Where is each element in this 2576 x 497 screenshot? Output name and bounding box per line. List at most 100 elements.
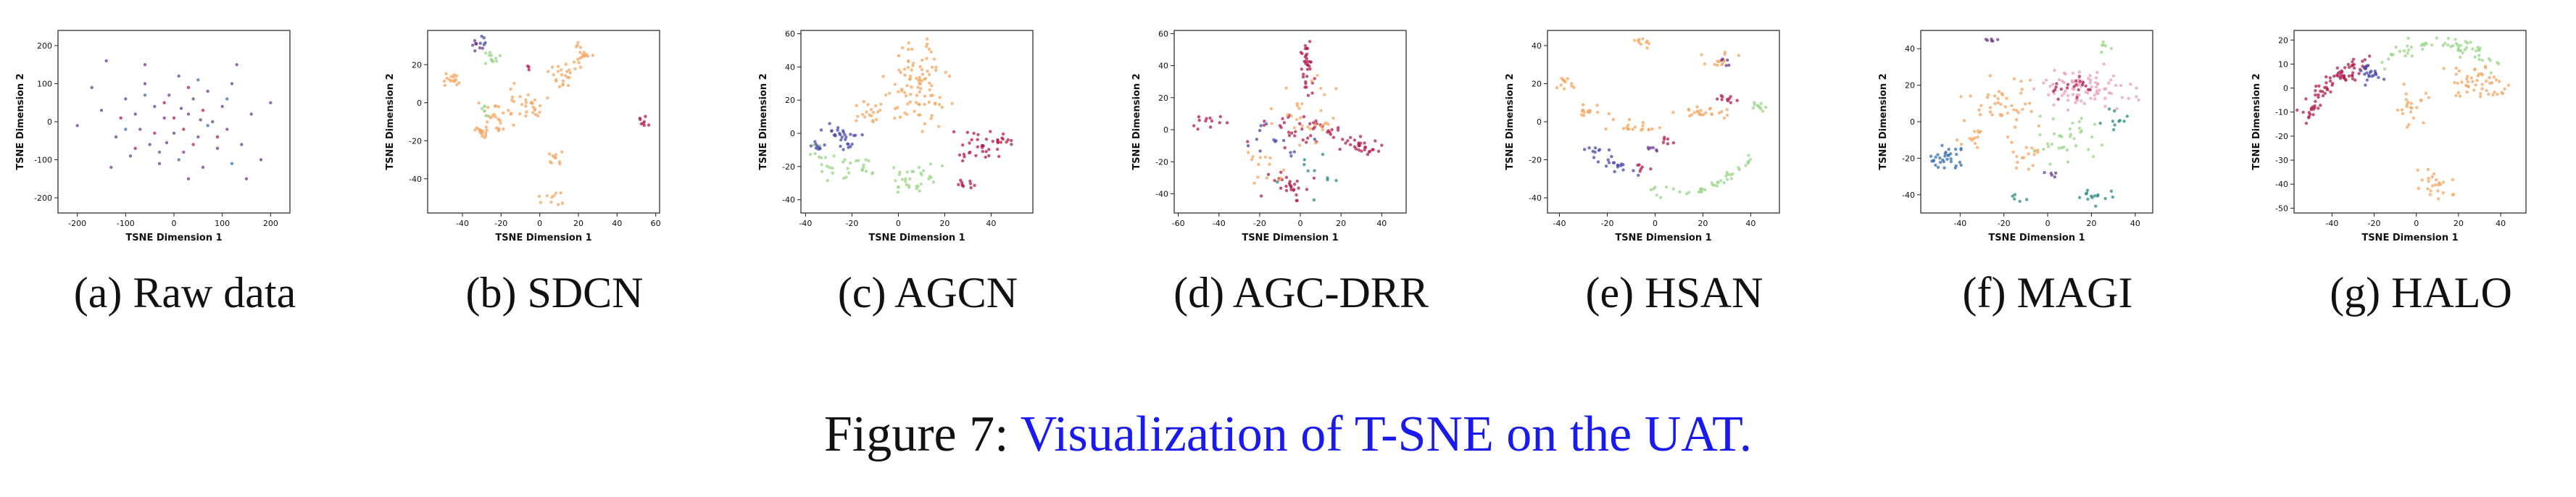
data-point: [475, 42, 478, 46]
data-point: [984, 138, 989, 141]
subfigure-caption: (f) MAGI: [1962, 269, 2133, 317]
data-point: [2113, 123, 2116, 127]
data-point: [2010, 104, 2014, 107]
data-point: [2409, 110, 2413, 114]
y-tick-label: 20: [1532, 80, 1542, 89]
data-point: [1710, 112, 1713, 116]
data-point: [2364, 83, 2367, 87]
data-point: [934, 68, 938, 72]
data-point: [1246, 140, 1250, 143]
data-point: [1993, 101, 1997, 106]
data-point: [1938, 156, 1942, 160]
tsne-scatter-plot: -40 -20 0 20 40 -50 -40 -30 -20 -10 0 10 20 TSNE Dime…: [2251, 30, 2527, 243]
data-point: [1279, 170, 1283, 174]
data-point: [1596, 110, 1600, 114]
data-point: [2066, 99, 2070, 102]
data-point: [1640, 165, 1644, 169]
data-point: [1367, 150, 1371, 154]
data-point: [1729, 101, 1732, 104]
data-point: [1329, 133, 1332, 136]
data-point: [1272, 138, 1276, 142]
x-tick-label: -20: [1998, 219, 2011, 228]
data-point: [1721, 95, 1724, 99]
data-point: [2441, 180, 2446, 184]
data-point: [1748, 158, 1753, 162]
data-point: [1652, 187, 1655, 191]
data-point: [1225, 121, 1229, 125]
data-point: [2098, 88, 2101, 92]
data-point: [2493, 91, 2496, 94]
data-point: [1293, 134, 1297, 138]
data-point: [244, 177, 249, 180]
data-point: [2487, 92, 2490, 96]
data-point: [568, 68, 571, 72]
data-point: [1936, 165, 1940, 170]
data-point: [893, 83, 897, 86]
data-point: [2407, 122, 2411, 127]
data-point: [908, 78, 912, 81]
data-point: [1664, 185, 1669, 189]
data-point: [1587, 146, 1591, 150]
data-point: [1330, 128, 1334, 132]
data-point: [90, 85, 94, 90]
x-tick-label: 20: [573, 219, 583, 228]
data-point: [2096, 83, 2100, 86]
data-point: [2071, 121, 2074, 125]
y-tick-label: 20: [2278, 36, 2288, 45]
data-point: [2454, 38, 2457, 41]
data-point: [1761, 109, 1765, 113]
data-point: [560, 150, 564, 154]
data-point: [817, 155, 821, 159]
data-point: [501, 111, 505, 115]
data-point: [1993, 94, 1997, 98]
data-point: [547, 70, 550, 74]
data-point: [1256, 175, 1260, 179]
data-point: [2114, 83, 2118, 88]
x-tick-label: 20: [1336, 219, 1346, 228]
y-axis-title: TSNE Dimension 2: [2251, 73, 2262, 170]
subfigure-panel: -40 -20 0 20 40 -40 -20 0 20 40 60 TSNE Dimension 1…: [747, 0, 1109, 341]
x-tick-label: 0: [2045, 219, 2051, 228]
data-point: [2351, 71, 2355, 75]
data-point: [2351, 77, 2355, 80]
data-point: [2417, 186, 2421, 190]
data-point: [1595, 104, 1599, 107]
data-point: [2446, 36, 2451, 41]
data-point: [2458, 55, 2462, 59]
data-point: [938, 96, 942, 99]
data-point: [2038, 114, 2042, 118]
data-point: [2329, 90, 2332, 93]
data-point: [1363, 141, 1366, 145]
data-point: [1962, 119, 1966, 122]
data-point: [2427, 96, 2431, 99]
data-point: [1306, 169, 1310, 172]
data-point: [249, 112, 253, 116]
data-point: [2077, 120, 2082, 124]
data-point: [2314, 89, 2317, 93]
data-point: [518, 95, 522, 99]
data-point: [1314, 119, 1318, 123]
data-point: [1959, 146, 1963, 151]
data-point: [1561, 78, 1565, 82]
data-point: [510, 99, 514, 102]
data-point: [1563, 80, 1567, 84]
data-point: [2051, 89, 2056, 93]
data-point: [1268, 156, 1272, 160]
data-point: [2103, 96, 2107, 100]
data-point: [1323, 93, 1326, 96]
data-point: [844, 138, 847, 141]
data-point: [865, 110, 868, 114]
data-point: [1292, 150, 1296, 154]
data-point: [1687, 191, 1691, 194]
plot-frame: [800, 30, 1034, 214]
data-point: [995, 147, 1000, 151]
data-point: [1298, 122, 1302, 125]
data-point: [2353, 78, 2357, 82]
data-point: [2077, 88, 2080, 92]
data-point: [1722, 181, 1726, 185]
data-point: [1258, 129, 1262, 133]
data-point: [1746, 162, 1750, 165]
data-point: [2380, 60, 2384, 64]
data-point: [481, 134, 484, 138]
data-point: [2037, 124, 2040, 128]
